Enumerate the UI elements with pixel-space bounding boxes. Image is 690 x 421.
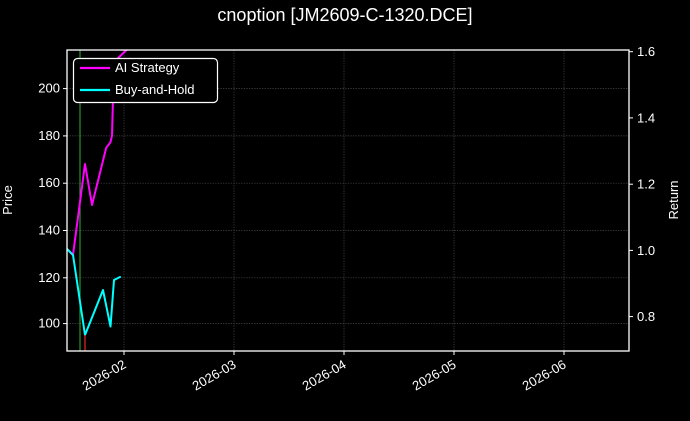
- svg-text:140: 140: [38, 223, 60, 238]
- svg-text:1.6: 1.6: [637, 44, 655, 59]
- svg-text:1.4: 1.4: [637, 110, 655, 125]
- svg-text:1.2: 1.2: [637, 177, 655, 192]
- svg-text:2026-05: 2026-05: [410, 357, 459, 394]
- svg-text:120: 120: [38, 270, 60, 285]
- svg-text:200: 200: [38, 81, 60, 96]
- svg-text:2026-06: 2026-06: [520, 357, 569, 394]
- svg-text:Price: Price: [0, 185, 15, 215]
- svg-text:Return: Return: [666, 180, 681, 219]
- svg-text:2026-03: 2026-03: [190, 357, 239, 394]
- svg-text:2026-02: 2026-02: [80, 357, 129, 394]
- svg-text:160: 160: [38, 175, 60, 190]
- svg-text:180: 180: [38, 128, 60, 143]
- svg-text:2026-04: 2026-04: [300, 357, 349, 394]
- svg-text:Buy-and-Hold: Buy-and-Hold: [115, 82, 195, 97]
- svg-text:0.8: 0.8: [637, 309, 655, 324]
- svg-text:AI Strategy: AI Strategy: [115, 60, 180, 75]
- svg-text:1.0: 1.0: [637, 243, 655, 258]
- svg-text:100: 100: [38, 316, 60, 331]
